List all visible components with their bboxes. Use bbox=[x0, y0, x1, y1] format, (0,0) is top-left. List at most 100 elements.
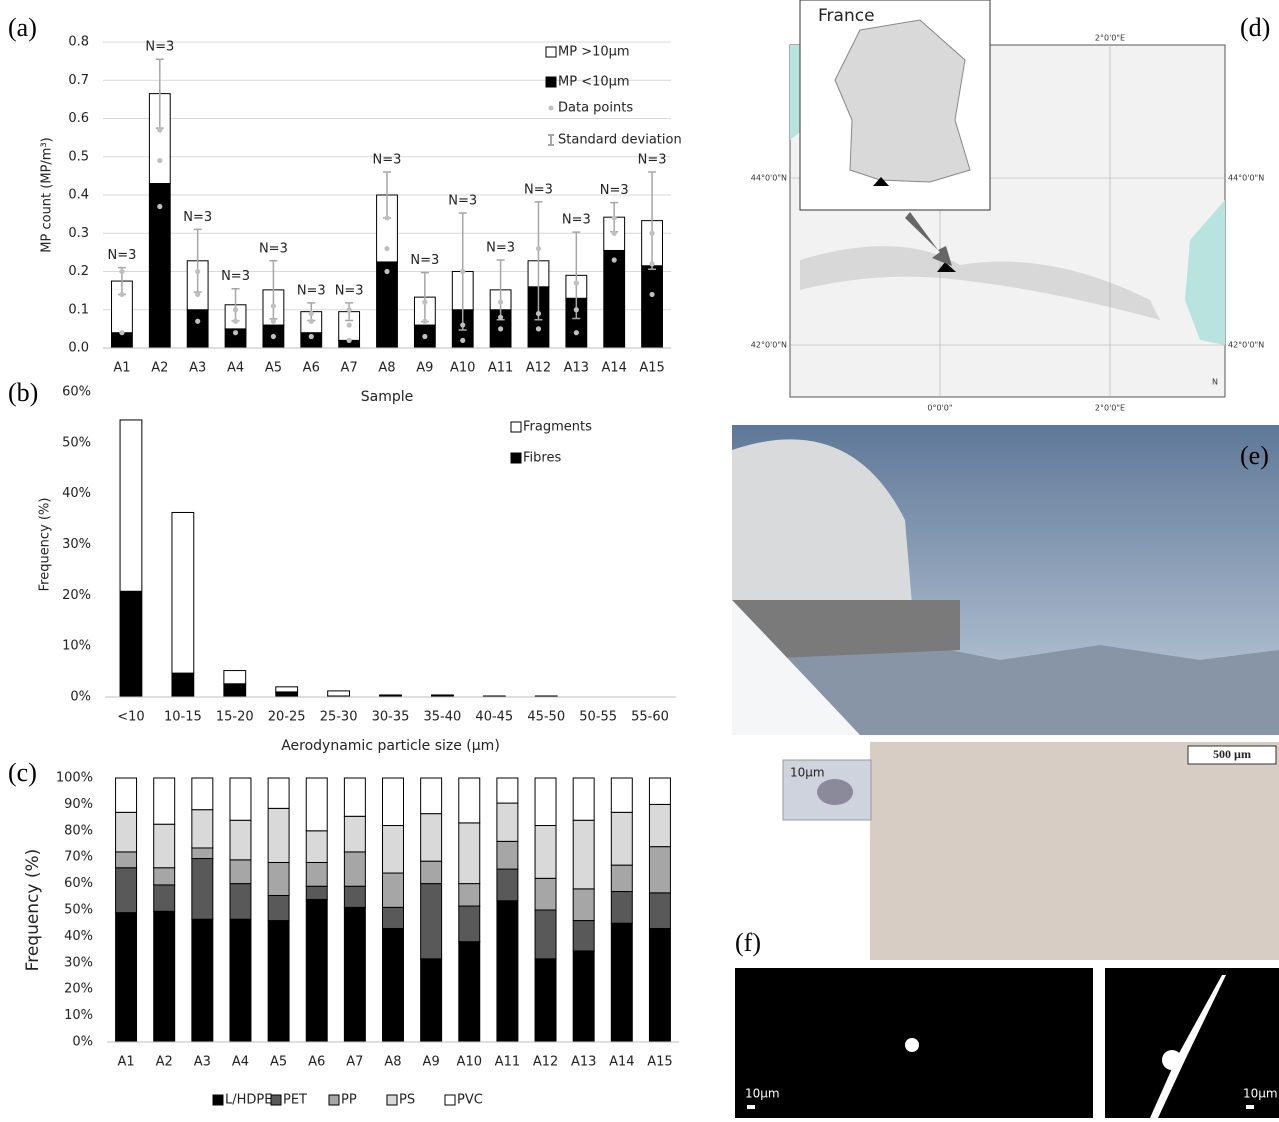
bar-segment bbox=[482, 695, 506, 697]
bar-segment bbox=[229, 883, 252, 920]
bar-segment bbox=[267, 894, 290, 922]
bar-segment bbox=[343, 815, 366, 853]
data-point bbox=[535, 310, 542, 317]
bar-segment bbox=[534, 909, 557, 960]
bar-segment bbox=[572, 920, 595, 952]
scale-label: 10µm bbox=[745, 1087, 780, 1101]
x-tick-label: 30-35 bbox=[372, 710, 410, 725]
inset-title: France bbox=[818, 6, 875, 26]
bar-segment bbox=[115, 811, 138, 853]
bar-segment bbox=[534, 877, 557, 911]
legend-swatch bbox=[510, 421, 522, 433]
y-tick-label: 50% bbox=[62, 435, 91, 450]
x-tick-label: A4 bbox=[227, 361, 244, 376]
data-point bbox=[460, 268, 466, 275]
bar-segment bbox=[229, 918, 252, 1043]
north-arrow: N bbox=[1212, 378, 1218, 387]
data-point bbox=[119, 268, 125, 275]
bar-segment bbox=[267, 861, 290, 896]
data-point bbox=[195, 268, 201, 275]
bar-segment bbox=[191, 858, 214, 920]
legend-swatch bbox=[545, 76, 557, 88]
bar-segment bbox=[171, 511, 195, 674]
data-point bbox=[573, 307, 579, 313]
bar-segment bbox=[119, 419, 143, 592]
annotation: N=3 bbox=[297, 283, 326, 298]
particle bbox=[1162, 1050, 1182, 1070]
x-tick-label: A9 bbox=[416, 361, 433, 376]
particle bbox=[817, 779, 853, 805]
x-tick-label: 45-50 bbox=[527, 710, 565, 725]
bar-segment bbox=[572, 819, 595, 890]
bar-segment bbox=[327, 690, 350, 697]
data-point bbox=[498, 314, 504, 320]
legend-label: PS bbox=[399, 1093, 415, 1108]
bar-segment bbox=[267, 777, 290, 809]
y-tick-label: 60% bbox=[62, 385, 91, 400]
bar-segment bbox=[115, 777, 138, 813]
data-point bbox=[195, 291, 201, 298]
x-tick-label: A8 bbox=[384, 1055, 401, 1070]
y-tick-label: 0% bbox=[72, 1035, 93, 1050]
x-tick-label: A10 bbox=[457, 1055, 482, 1070]
bar-segment bbox=[153, 777, 176, 825]
y-tick-label: 100% bbox=[56, 771, 93, 786]
legend-swatch bbox=[548, 105, 554, 111]
annotation: N=3 bbox=[410, 253, 439, 268]
x-tick-label: 15-20 bbox=[216, 710, 254, 725]
y-tick-label: 0% bbox=[70, 690, 91, 705]
x-tick-label: A12 bbox=[533, 1055, 558, 1070]
data-point bbox=[498, 326, 504, 332]
x-axis-title: Sample bbox=[361, 389, 414, 405]
data-point bbox=[498, 299, 504, 305]
y-tick-label: 0.4 bbox=[68, 188, 89, 203]
bar-segment bbox=[382, 825, 404, 874]
bar-segment bbox=[458, 883, 481, 907]
x-tick-label: A7 bbox=[346, 1055, 363, 1070]
bar-segment bbox=[343, 906, 366, 1043]
bar-segment bbox=[379, 694, 402, 696]
building bbox=[732, 600, 960, 660]
y-tick-label: 0.8 bbox=[68, 35, 89, 50]
scale-label: 10µm bbox=[1243, 1087, 1278, 1101]
mountains bbox=[732, 640, 1279, 735]
bar-segment bbox=[153, 884, 176, 912]
arrow bbox=[905, 212, 952, 266]
bar-segment bbox=[534, 825, 557, 879]
bar-segment bbox=[119, 590, 143, 698]
bar-segment bbox=[305, 898, 328, 1043]
data-point bbox=[535, 326, 542, 332]
bar-segment bbox=[603, 249, 626, 349]
panel-label: (a) bbox=[8, 13, 37, 42]
data-point bbox=[573, 280, 579, 286]
y-axis-title: MP count (MP/m³) bbox=[40, 137, 55, 252]
legend-label: MP <10µm bbox=[558, 75, 630, 90]
legend-label: Fibres bbox=[523, 451, 561, 466]
legend-swatch bbox=[270, 1094, 282, 1106]
bar-segment bbox=[305, 830, 328, 863]
data-point bbox=[422, 318, 428, 324]
legend-label: L/HDPE bbox=[225, 1093, 272, 1108]
bar-segment bbox=[343, 885, 366, 908]
bar-segment bbox=[534, 958, 557, 1043]
bar-segment bbox=[496, 868, 519, 902]
legend-swatch bbox=[444, 1094, 456, 1106]
bar-segment bbox=[229, 859, 252, 885]
y-tick-label: 10% bbox=[64, 1008, 93, 1023]
x-tick-label: A14 bbox=[601, 361, 626, 376]
bar-segment bbox=[153, 867, 176, 886]
map-label: 2°0'0"E bbox=[1095, 404, 1125, 413]
y-tick-label: 30% bbox=[64, 955, 93, 970]
x-tick-label: 10-15 bbox=[164, 710, 202, 725]
fibre bbox=[1150, 975, 1226, 1118]
annotation: N=3 bbox=[600, 183, 629, 198]
legend-swatch bbox=[548, 134, 554, 146]
data-point bbox=[232, 330, 239, 336]
map-label: 44°0'0"N bbox=[751, 174, 787, 183]
data-point bbox=[119, 330, 125, 336]
data-point bbox=[649, 291, 655, 298]
bar-segment bbox=[153, 823, 176, 869]
legend-swatch bbox=[510, 452, 522, 464]
france bbox=[834, 19, 971, 183]
scale-label: 10µm bbox=[790, 766, 825, 780]
